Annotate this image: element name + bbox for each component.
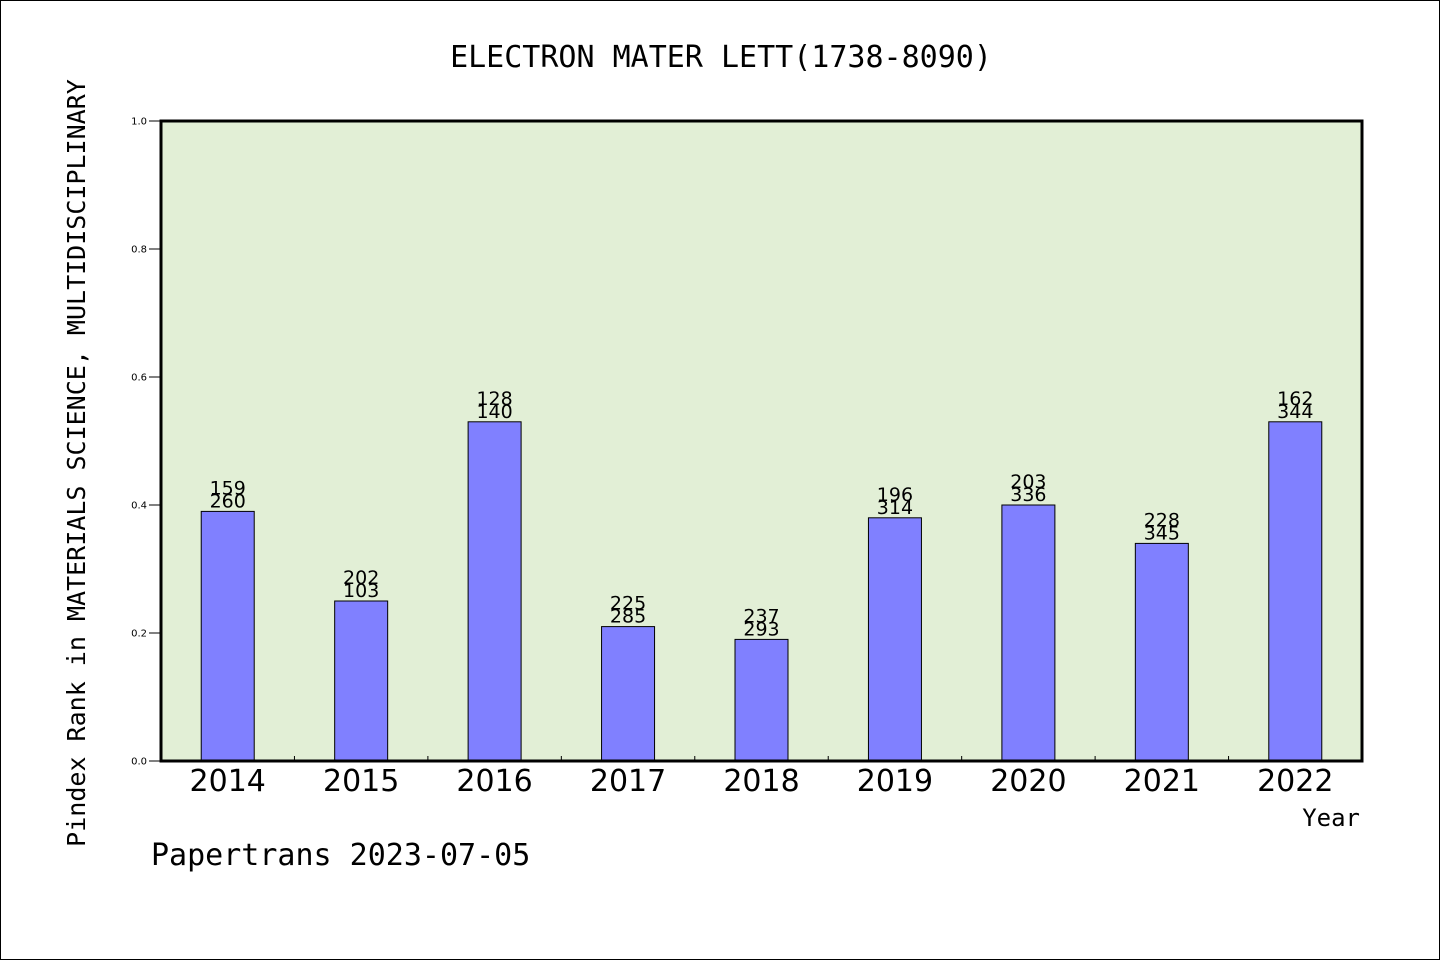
x-tick-label-2017: 2017 — [590, 764, 666, 799]
x-tick-label-2015: 2015 — [323, 764, 399, 799]
bar-label-bottom-2018: 293 — [743, 618, 779, 640]
x-axis-label: Year — [1302, 804, 1360, 832]
bar-label-bottom-2015: 103 — [343, 580, 379, 602]
x-tick-label-2014: 2014 — [190, 764, 266, 799]
bar-label-bottom-2019: 314 — [877, 497, 913, 519]
bar-label-top-2020: 203 — [1010, 471, 1046, 493]
bar-2020 — [1001, 504, 1056, 762]
x-tick-label-2016: 2016 — [456, 764, 532, 799]
x-tick-label-2020: 2020 — [990, 764, 1066, 799]
bar-label-bottom-2022: 344 — [1277, 401, 1313, 423]
bar-2017 — [601, 626, 656, 762]
x-axis: 2014 2015 2016 2017 2018 2019 2020 2021 2022 — [190, 756, 1333, 799]
bar-2019 — [867, 517, 922, 762]
bars — [200, 421, 1323, 762]
x-tick-label-2019: 2019 — [857, 764, 933, 799]
y-tick-label: 0.0 — [131, 757, 147, 768]
bar-2014 — [200, 510, 255, 762]
bar-label-bottom-2017: 285 — [610, 606, 646, 628]
bar-label-bottom-2014: 260 — [210, 490, 246, 512]
bar-label-bottom-2020: 336 — [1010, 484, 1046, 506]
bar-label-top-2022: 162 — [1277, 388, 1313, 410]
y-axis: 0.0 0.2 0.4 0.6 0.8 1.0 — [131, 117, 161, 768]
bar-label-top-2016: 128 — [476, 388, 512, 410]
bar-label-top-2021: 228 — [1144, 509, 1180, 531]
bar-2022 — [1268, 421, 1323, 762]
bar-label-bottom-2021: 345 — [1144, 522, 1180, 544]
bar-label-top-2014: 159 — [210, 477, 246, 499]
y-tick-label: 0.4 — [131, 501, 147, 512]
bar-2021 — [1134, 542, 1189, 762]
bar-2018 — [734, 638, 789, 762]
bar-label-top-2018: 237 — [743, 605, 779, 627]
bar-2015 — [334, 600, 389, 762]
plot-border — [159, 119, 1364, 763]
footer-credit: Papertrans 2023-07-05 — [151, 838, 530, 873]
bar-label-bottom-2016: 140 — [476, 401, 512, 423]
y-tick-label: 0.6 — [131, 373, 147, 384]
y-axis-label: Pindex Rank in MATERIALS SCIENCE, MULTID… — [62, 79, 91, 847]
y-tick-label: 0.8 — [131, 245, 147, 256]
y-tick-label: 0.2 — [131, 629, 147, 640]
x-tick-label-2018: 2018 — [723, 764, 799, 799]
y-tick-label: 1.0 — [131, 117, 147, 128]
chart-title: ELECTRON MATER LETT(1738-8090) — [450, 40, 992, 75]
x-tick-label-2021: 2021 — [1124, 764, 1200, 799]
bar-label-top-2019: 196 — [877, 484, 913, 506]
bar-label-top-2017: 225 — [610, 593, 646, 615]
bar-2016 — [467, 421, 522, 762]
bar-label-top-2015: 202 — [343, 567, 379, 589]
x-tick-label-2022: 2022 — [1257, 764, 1333, 799]
